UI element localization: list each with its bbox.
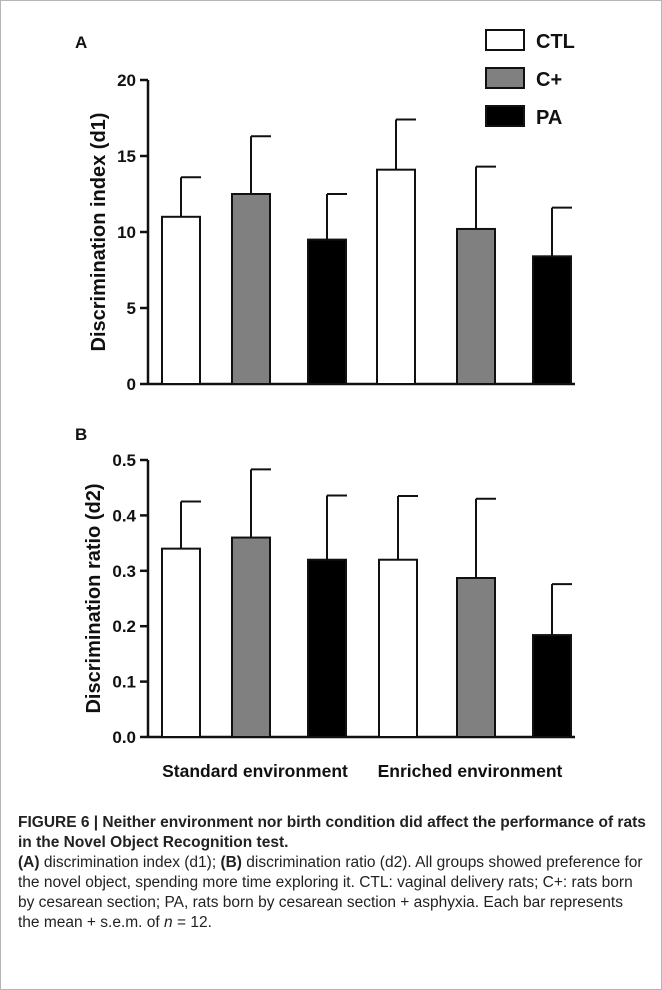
caption-n-var: n: [164, 914, 173, 931]
legend-label: C+: [536, 69, 562, 91]
caption-b-text: discrimination ratio (d2). All groups sh…: [18, 854, 643, 931]
y-tick-label: 15: [117, 147, 136, 166]
y-tick-label: 0.1: [112, 673, 136, 692]
caption-a-label: (A): [18, 854, 40, 871]
bar-ctl-standard: [161, 547, 201, 739]
caption-b-label: (B): [220, 854, 242, 871]
legend-label: CTL: [536, 31, 575, 53]
caption-title: FIGURE 6 | Neither environment nor birth…: [18, 814, 646, 851]
bar-ctl-enriched: [378, 558, 418, 738]
y-tick-label: 0.3: [112, 562, 136, 581]
bar-cplus-enriched: [456, 227, 496, 385]
y-axis-label: Discrimination ratio (d2): [83, 483, 105, 713]
caption-n-text: = 12.: [172, 914, 212, 931]
bar-cplus-standard: [231, 536, 271, 738]
y-axis-label: Discrimination index (d1): [88, 113, 110, 352]
bar-pa-enriched: [532, 255, 572, 386]
bar-pa-standard: [307, 558, 347, 738]
y-tick-label: 0: [127, 375, 136, 394]
y-tick-label: 0.0: [112, 728, 136, 747]
y-tick-label: 0.2: [112, 617, 136, 636]
legend-swatch: [485, 105, 525, 127]
bar-pa-enriched: [532, 634, 572, 739]
y-tick-label: 0.5: [112, 451, 136, 470]
y-tick-label: 10: [117, 223, 136, 242]
legend-swatch: [485, 67, 525, 89]
bar-ctl-enriched: [376, 168, 416, 385]
bar-cplus-enriched: [456, 577, 496, 739]
panel-label-a: A: [75, 33, 87, 52]
figure-caption: FIGURE 6 | Neither environment nor birth…: [18, 813, 646, 933]
y-tick-label: 0.4: [112, 506, 136, 525]
y-tick-label: 20: [117, 71, 136, 90]
bar-cplus-standard: [231, 193, 271, 385]
bar-ctl-standard: [161, 215, 201, 385]
x-group-label: Standard environment: [162, 761, 348, 781]
y-tick-label: 5: [127, 299, 136, 318]
figure-svg: A 0 5 10 15 20 Discrimination index (d1) CTL C+ P…: [75, 29, 575, 781]
x-group-label: Enriched environment: [378, 761, 563, 781]
bar-pa-standard: [307, 238, 347, 385]
caption-a-text: discrimination index (d1);: [39, 854, 221, 871]
panel-label-b: B: [75, 425, 87, 444]
legend-swatch: [485, 29, 525, 51]
legend-label: PA: [536, 107, 562, 129]
